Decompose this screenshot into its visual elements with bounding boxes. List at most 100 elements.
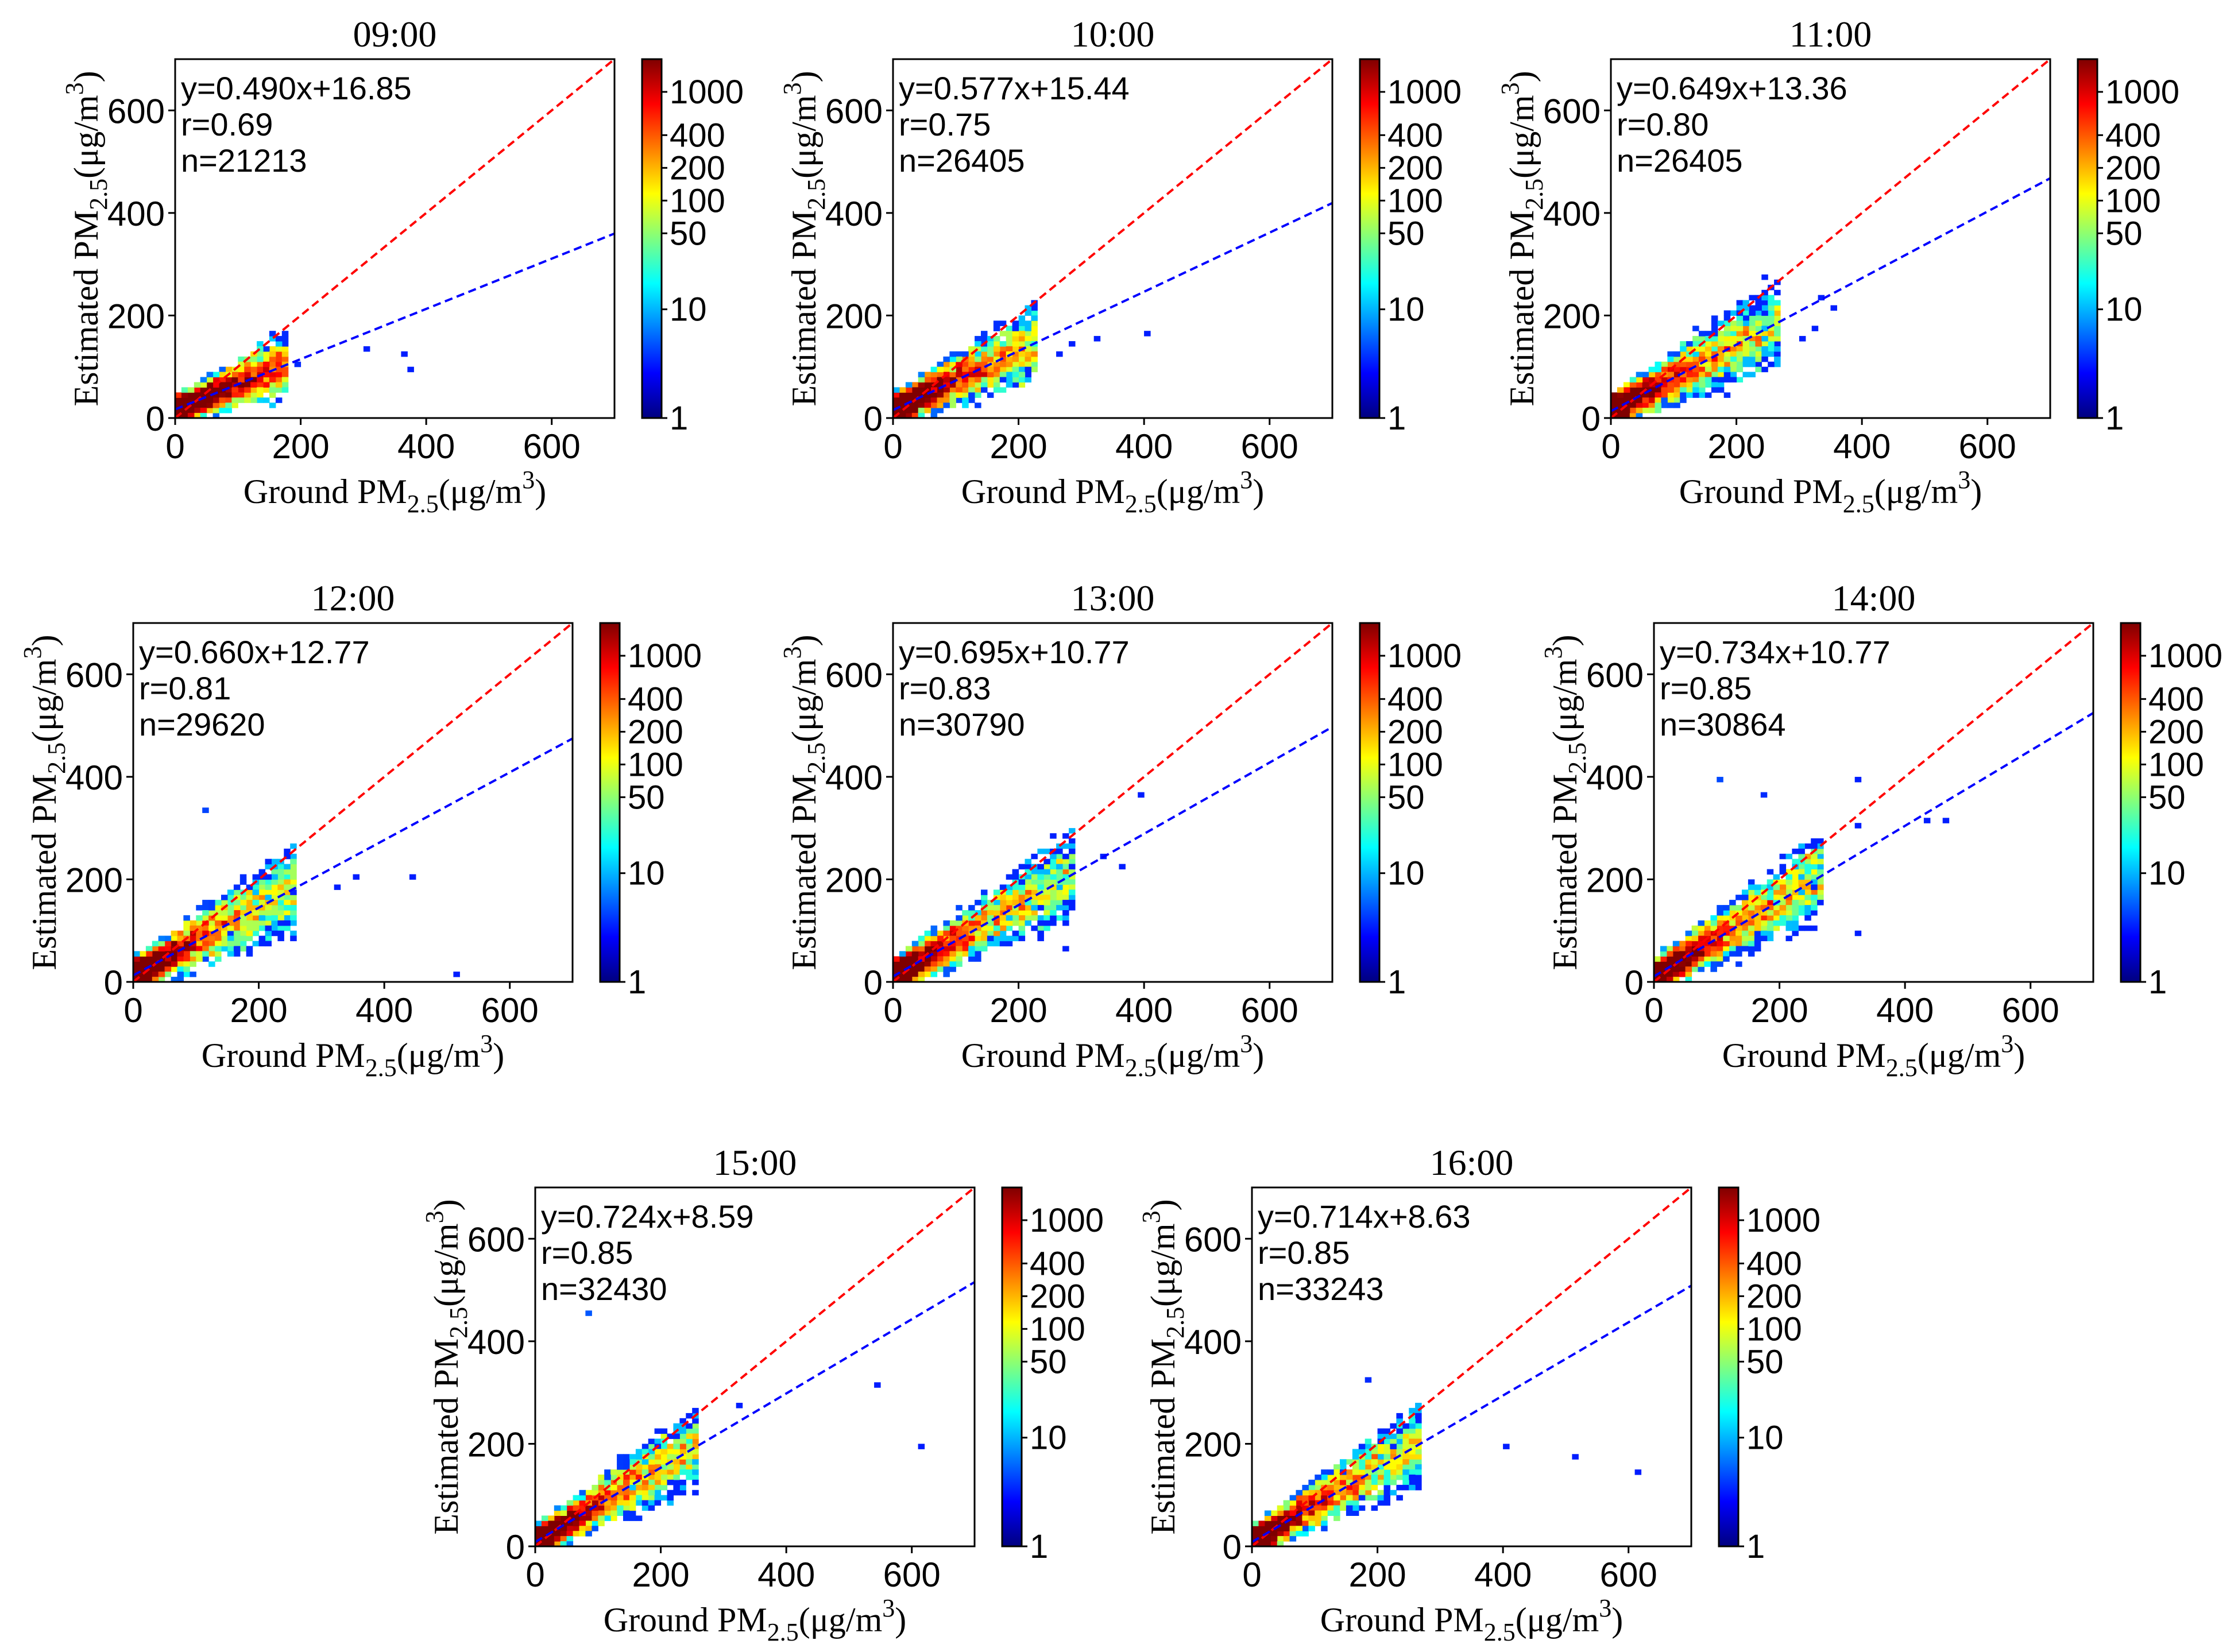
density-cell (1736, 326, 1744, 331)
density-cell (1358, 1484, 1366, 1491)
density-cell (233, 951, 241, 957)
x-tick-label: 0 (1242, 1556, 1261, 1594)
density-cell (968, 920, 975, 926)
density-cell (1069, 848, 1076, 854)
density-cell (1377, 1489, 1385, 1496)
density-cell (1031, 310, 1038, 316)
density-cell (1025, 910, 1031, 916)
density-cell (1767, 900, 1774, 906)
density-cell (943, 392, 950, 398)
density-cell (1785, 900, 1792, 906)
stats-line-1: y=0.714x+8.63 (1258, 1198, 1471, 1235)
density-cell (219, 392, 226, 398)
density-cell (1804, 889, 1811, 895)
density-cell (1352, 1449, 1359, 1454)
density-cell (1661, 403, 1668, 408)
density-cell (975, 346, 981, 352)
density-cell (1648, 387, 1656, 393)
colorbar (641, 58, 663, 419)
density-cell (1333, 1505, 1340, 1511)
stats-line-1: y=0.660x+12.77 (139, 634, 370, 670)
density-cell (250, 366, 257, 373)
density-cell (1648, 372, 1656, 378)
density-cell (905, 977, 913, 982)
density-cell (215, 941, 222, 947)
density-cell (911, 382, 919, 388)
colorbar-tick-label: 200 (628, 713, 683, 750)
density-cell (1735, 951, 1742, 957)
density-cell (1710, 915, 1717, 921)
density-cell (1371, 1454, 1378, 1460)
density-cell (987, 900, 994, 906)
x-tick-label: 600 (1600, 1556, 1657, 1594)
density-cell (1050, 895, 1057, 900)
density-cell (215, 946, 222, 951)
density-cell (993, 910, 1000, 916)
density-cell (968, 905, 975, 911)
density-cell (1755, 320, 1762, 326)
x-tick-label: 0 (883, 427, 902, 466)
density-cell (190, 935, 196, 942)
density-cell (269, 387, 276, 393)
density-cell (1717, 935, 1723, 942)
density-cell (679, 1469, 686, 1475)
density-cell (290, 879, 297, 885)
density-cell (1761, 341, 1768, 347)
density-cell (263, 372, 270, 378)
density-cell (1031, 879, 1038, 885)
density-cell (1315, 1475, 1321, 1480)
density-cell (560, 1510, 567, 1516)
density-cell (1774, 320, 1781, 326)
density-cell (353, 874, 360, 880)
density-cell (1258, 1541, 1265, 1547)
density-cell (949, 920, 956, 926)
density-cell (617, 1469, 624, 1475)
density-cell (175, 408, 182, 413)
density-cell (215, 915, 222, 921)
density-cell (943, 382, 950, 388)
density-cell (905, 413, 913, 419)
density-cell (1415, 1459, 1422, 1465)
density-cell (918, 951, 925, 957)
density-cell (975, 336, 981, 342)
density-cell (911, 966, 919, 972)
density-cell (239, 915, 247, 921)
colorbar-tick-label: 10 (2105, 291, 2143, 328)
density-cell (930, 972, 938, 977)
density-cell (1069, 874, 1076, 880)
density-cell (635, 1495, 643, 1501)
density-cell (1409, 1444, 1416, 1449)
density-cell (981, 925, 988, 931)
density-cell (1698, 920, 1704, 926)
y-tick-label: 0 (1223, 1528, 1242, 1566)
density-cell (1346, 1459, 1353, 1465)
density-cell (252, 910, 260, 916)
density-cell (1277, 1521, 1284, 1526)
density-cell (1012, 361, 1019, 367)
density-cell (660, 1459, 668, 1465)
colorbar-tick-label: 1 (1387, 964, 1406, 1001)
density-cell (181, 392, 188, 398)
density-cell (1031, 356, 1038, 362)
density-cell (171, 956, 178, 962)
density-cell (202, 941, 209, 947)
density-cell (190, 956, 196, 962)
density-cell (981, 941, 988, 947)
density-cell (1660, 951, 1667, 957)
density-cell (171, 935, 178, 942)
density-cell (1050, 920, 1057, 926)
density-cell (194, 408, 201, 413)
density-cell (1704, 961, 1711, 967)
density-cell (993, 336, 1000, 342)
density-cell (679, 1433, 686, 1440)
density-cell (1415, 1428, 1422, 1434)
density-cell (1673, 361, 1680, 367)
density-cell (1623, 382, 1630, 388)
density-cell (1679, 951, 1686, 957)
density-cell (244, 392, 251, 398)
density-cell (246, 920, 253, 926)
density-cell (560, 1521, 567, 1526)
density-cell (1742, 895, 1749, 900)
density-cell (1056, 905, 1063, 911)
density-cell (660, 1449, 668, 1454)
